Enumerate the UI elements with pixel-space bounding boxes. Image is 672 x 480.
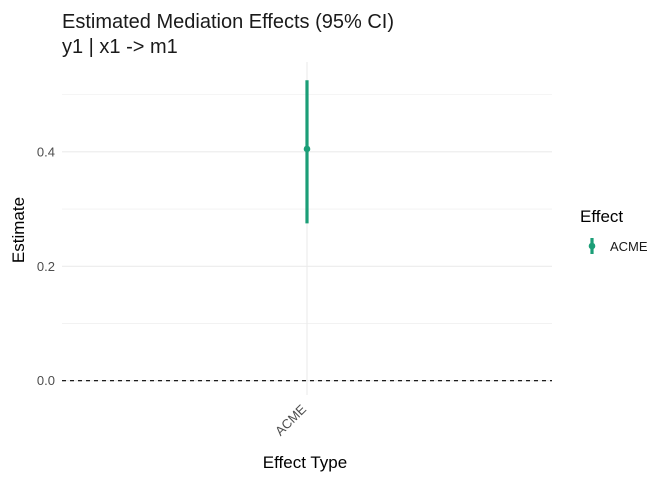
estimate-point	[303, 145, 311, 153]
chart-title: Estimated Mediation Effects (95% CI)	[62, 11, 394, 33]
x-tick-label: ACME	[272, 401, 309, 438]
y-tick-label: 0.2	[37, 259, 55, 274]
legend-key-point	[588, 242, 596, 250]
x-axis-ticks: ACME	[272, 401, 309, 438]
legend-entries: ACME	[588, 238, 648, 254]
legend-title: Effect	[580, 207, 623, 226]
x-axis-title: Effect Type	[263, 453, 347, 472]
legend: Effect ACME	[580, 207, 648, 254]
y-axis-ticks: 0.0 0.2 0.4	[37, 144, 55, 388]
y-axis-title: Estimate	[9, 197, 28, 263]
y-tick-label: 0.0	[37, 373, 55, 388]
y-tick-label: 0.4	[37, 144, 55, 159]
data-marks	[303, 80, 311, 224]
chart-subtitle: y1 | x1 -> m1	[62, 36, 178, 58]
legend-label: ACME	[610, 239, 648, 254]
